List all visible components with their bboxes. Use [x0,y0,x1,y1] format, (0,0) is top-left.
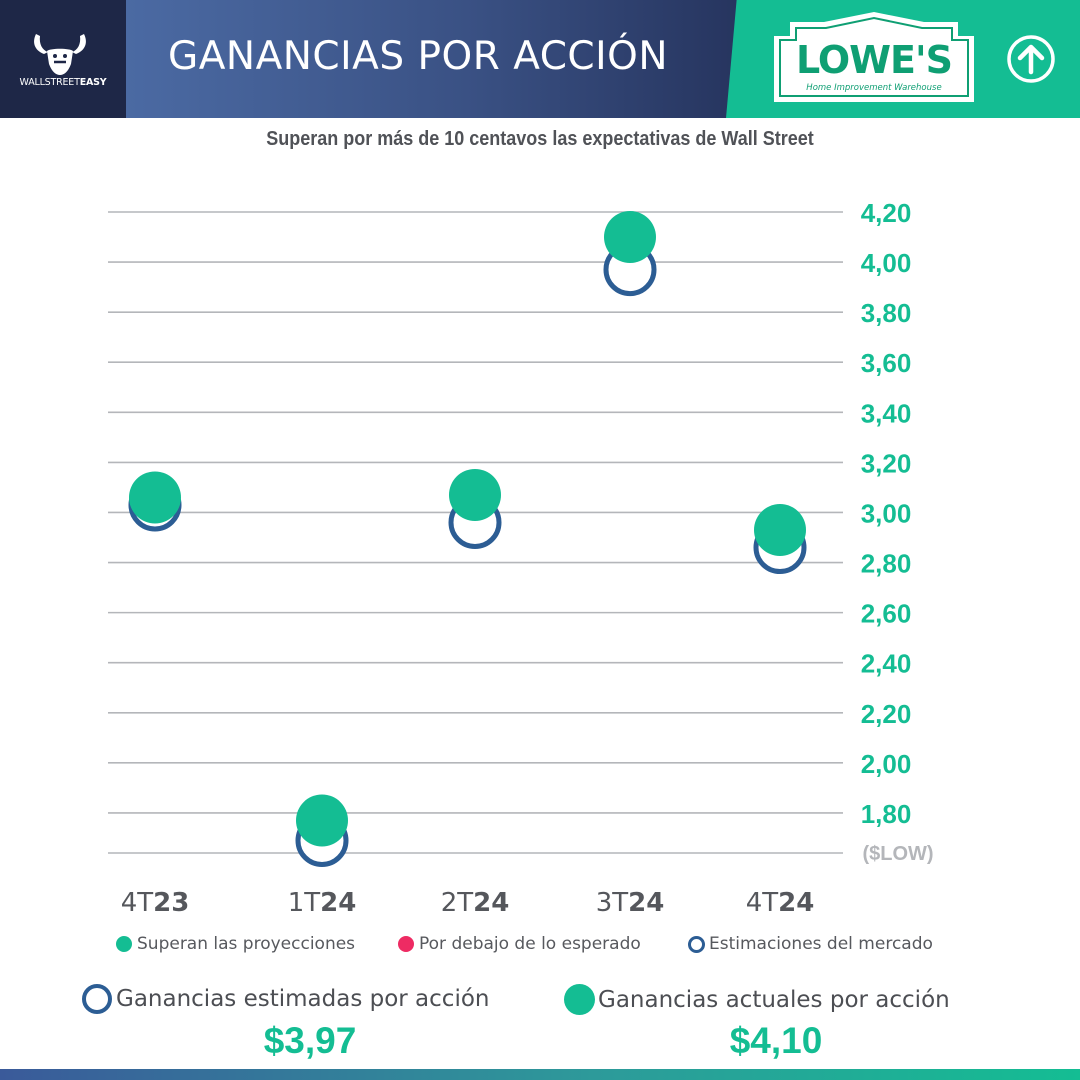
brand-logo-box: WALLSTREETEASY [0,0,126,118]
x-tick-label: 1T24 [288,888,357,918]
x-tick-label: 3T24 [596,888,665,918]
eps-chart: 4,20 4,00 3,80 3,60 3,40 3,20 3,00 2,80 2,60 2,40… [108,198,934,918]
actual-eps-marker [754,503,806,556]
actual-dot-icon [564,984,595,1015]
title-band [126,0,746,118]
y-tick-label: 3,60 [861,348,912,378]
actual-eps-marker [449,468,501,521]
legend-label: Estimaciones del mercado [709,934,933,954]
lowes-logo-house [774,12,974,102]
y-tick-label: 4,20 [861,198,912,228]
estimated-eps-label: Ganancias estimadas por acción [82,984,489,1014]
y-tick-label: 2,40 [861,649,912,679]
y-tick-label: 3,20 [861,448,912,478]
legend-dot-icon [398,936,414,952]
y-tick-label: 2,00 [861,749,912,779]
y-axis-label: ($LOW) [862,843,933,865]
legend-label: Superan las proyecciones [137,934,356,954]
y-tick-label: 4,00 [861,248,912,278]
lowes-logo-tagline: Home Improvement Warehouse [806,83,942,93]
y-tick-label: 3,80 [861,298,912,328]
arrow-up-circle-icon [1007,35,1055,83]
lowes-logo-name: LOWE'S [795,38,953,82]
legend-item-beat: Superan las proyecciones [116,931,355,957]
actual-eps-label: Ganancias actuales por acción [564,984,950,1015]
y-tick-label: 2,80 [861,549,912,579]
y-tick-label: 1,80 [861,799,912,829]
y-tick-label: 3,00 [861,498,912,528]
legend-item-miss: Por debajo de lo esperado [398,931,641,957]
estimate-ring-icon [82,984,112,1014]
legend-dot-icon [116,936,132,952]
actual-eps-value: $4,10 [729,1020,823,1061]
actual-eps-marker [604,211,656,264]
brand-name: WALLSTREETEASY [19,77,107,88]
legend-ring-icon [688,935,705,953]
estimated-eps-value: $3,97 [263,1020,357,1061]
actual-eps-marker [296,794,348,847]
legend-item-estimate: Estimaciones del mercado [688,931,933,957]
x-tick-label: 4T24 [746,888,815,918]
y-tick-label: 2,60 [861,599,912,629]
chart-subtitle: Superan por más de 10 centavos las expec… [266,128,814,150]
x-tick-label: 4T23 [121,888,190,918]
actual-eps-marker [129,471,181,524]
bottom-accent-bar [0,1069,1080,1080]
x-tick-label: 2T24 [441,888,510,918]
bull-icon [34,34,86,75]
y-tick-label: 3,40 [861,398,912,428]
legend-label: Por debajo de lo esperado [419,934,641,954]
page-title: GANANCIAS POR ACCIÓN [168,34,669,79]
y-tick-label: 2,20 [861,699,912,729]
